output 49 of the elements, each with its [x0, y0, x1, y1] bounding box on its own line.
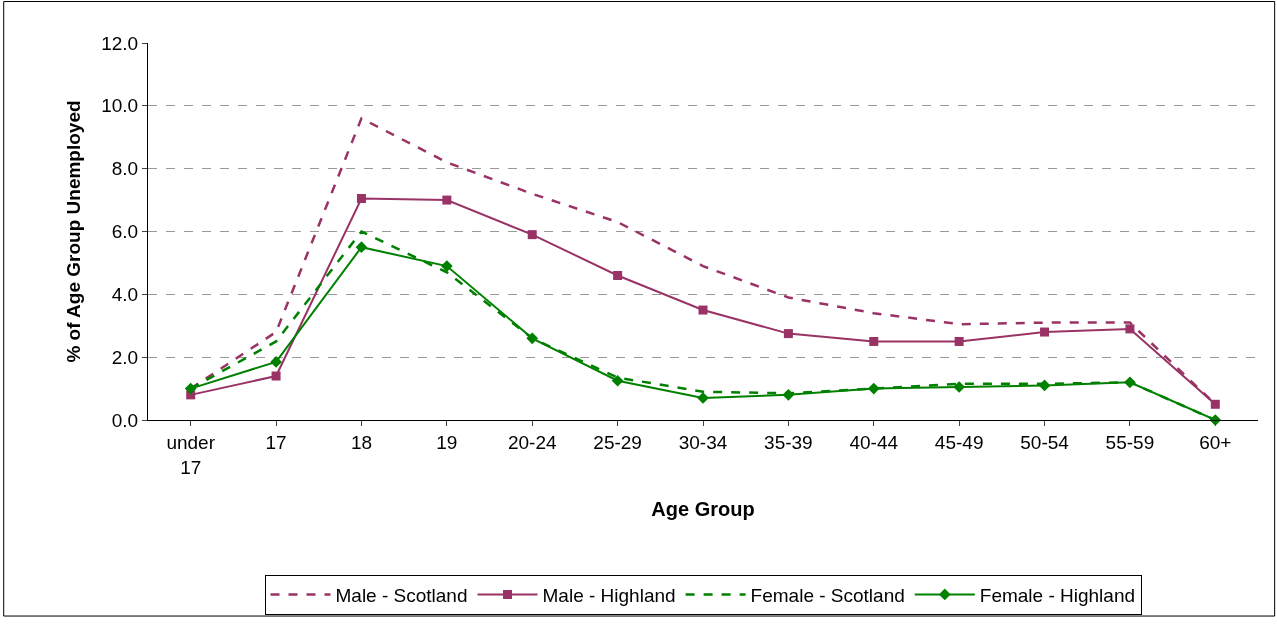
- x-tick-label: 60+: [1199, 431, 1232, 453]
- point: [869, 336, 879, 346]
- point: [271, 371, 281, 381]
- x-tick-label: 30-34: [678, 431, 728, 453]
- point: [698, 305, 708, 315]
- point: [867, 382, 880, 395]
- x-tick-label: 35-39: [764, 431, 813, 453]
- x-tick-label: 55-59: [1105, 431, 1155, 453]
- point: [1125, 324, 1135, 334]
- y-tick-label: 8.0: [111, 158, 139, 180]
- y-tick-label: 12.0: [101, 32, 139, 54]
- point: [1040, 327, 1050, 337]
- point: [1210, 399, 1220, 409]
- legend-label: Male - Highland: [542, 584, 676, 606]
- legend-label: Male - Scotland: [335, 584, 468, 606]
- x-tick-label: 19: [436, 431, 458, 453]
- point: [441, 260, 453, 272]
- y-tick-label: 10.0: [101, 95, 139, 117]
- x-tick-label: 50-54: [1020, 431, 1070, 453]
- point: [270, 356, 282, 368]
- point: [527, 230, 537, 240]
- y-tick-label: 4.0: [111, 283, 139, 305]
- point: [1124, 376, 1136, 389]
- point: [954, 336, 964, 346]
- point: [184, 382, 197, 395]
- y-axis-title: % of Age Group Unemployed: [63, 100, 85, 363]
- point: [356, 194, 366, 204]
- x-tick-label: 40-44: [849, 431, 899, 453]
- legend-label: Female - Scotland: [750, 584, 905, 606]
- x-tick-label: 18: [350, 431, 373, 453]
- y-tick-label: 6.0: [111, 221, 139, 243]
- point: [526, 332, 539, 345]
- x-tick-label: 20-24: [507, 431, 557, 453]
- legend-label: Female - Highland: [979, 584, 1136, 606]
- x-axis-title: Age Group: [651, 498, 755, 520]
- y-tick-label: 0.0: [111, 409, 139, 431]
- x-tick-label: under 17: [166, 431, 216, 478]
- x-tick-label: 45-49: [934, 431, 984, 453]
- point: [953, 381, 965, 393]
- point: [355, 241, 368, 254]
- y-tick-label: 2.0: [111, 346, 139, 368]
- point: [783, 329, 793, 339]
- x-tick-label: 17: [265, 431, 287, 453]
- point: [1038, 379, 1051, 392]
- point: [611, 374, 624, 387]
- x-tick-label: 25-29: [593, 431, 642, 453]
- point: [613, 270, 623, 280]
- point: [782, 389, 795, 401]
- point: [442, 195, 452, 205]
